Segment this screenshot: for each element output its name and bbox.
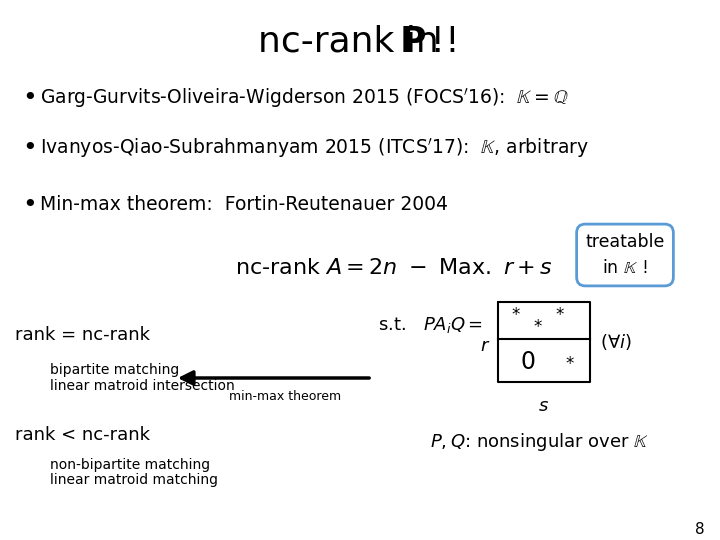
Text: 8: 8 <box>696 523 705 537</box>
Text: !!: !! <box>419 25 460 59</box>
Text: *: * <box>534 318 542 336</box>
Text: $s$: $s$ <box>539 397 549 415</box>
Text: rank < nc-rank: rank < nc-rank <box>15 426 150 444</box>
Text: •: • <box>22 86 37 110</box>
Text: non-bipartite matching: non-bipartite matching <box>50 458 210 472</box>
Text: linear matroid intersection: linear matroid intersection <box>50 379 235 393</box>
Text: *: * <box>556 306 564 324</box>
Text: linear matroid matching: linear matroid matching <box>50 473 218 487</box>
Text: bipartite matching: bipartite matching <box>50 363 179 377</box>
Text: nc-rank in: nc-rank in <box>258 25 450 59</box>
Text: min-max theorem: min-max theorem <box>229 390 341 403</box>
Text: $r$: $r$ <box>480 337 490 355</box>
Text: Min-max theorem:  Fortin-Reutenauer 2004: Min-max theorem: Fortin-Reutenauer 2004 <box>40 195 448 214</box>
Text: Garg-Gurvits-Oliveira-Wigderson 2015 (FOCS$'$16):  $\mathbb{K} = \mathbb{Q}$: Garg-Gurvits-Oliveira-Wigderson 2015 (FO… <box>40 86 568 110</box>
Text: nc-rank $A = 2n\ -\ \mathrm{Max.}\ r + s$: nc-rank $A = 2n\ -\ \mathrm{Max.}\ r + s… <box>235 258 553 278</box>
Text: •: • <box>22 193 37 217</box>
Text: treatable
in $\mathbb{K}$ !: treatable in $\mathbb{K}$ ! <box>585 233 665 277</box>
Text: 0: 0 <box>521 350 536 374</box>
Text: *: * <box>566 355 574 373</box>
Text: P: P <box>400 25 426 59</box>
Text: *: * <box>512 306 520 324</box>
Text: s.t.   $PA_iQ =$: s.t. $PA_iQ =$ <box>378 315 483 335</box>
Text: Ivanyos-Qiao-Subrahmanyam 2015 (ITCS$'$17):  $\mathbb{K}$, arbitrary: Ivanyos-Qiao-Subrahmanyam 2015 (ITCS$'$1… <box>40 136 589 160</box>
Text: $(\forall i)$: $(\forall i)$ <box>600 332 631 352</box>
Text: •: • <box>22 136 37 160</box>
Text: $P, Q$: nonsingular over $\mathbb{K}$: $P, Q$: nonsingular over $\mathbb{K}$ <box>430 431 649 453</box>
Text: rank = nc-rank: rank = nc-rank <box>15 326 150 344</box>
